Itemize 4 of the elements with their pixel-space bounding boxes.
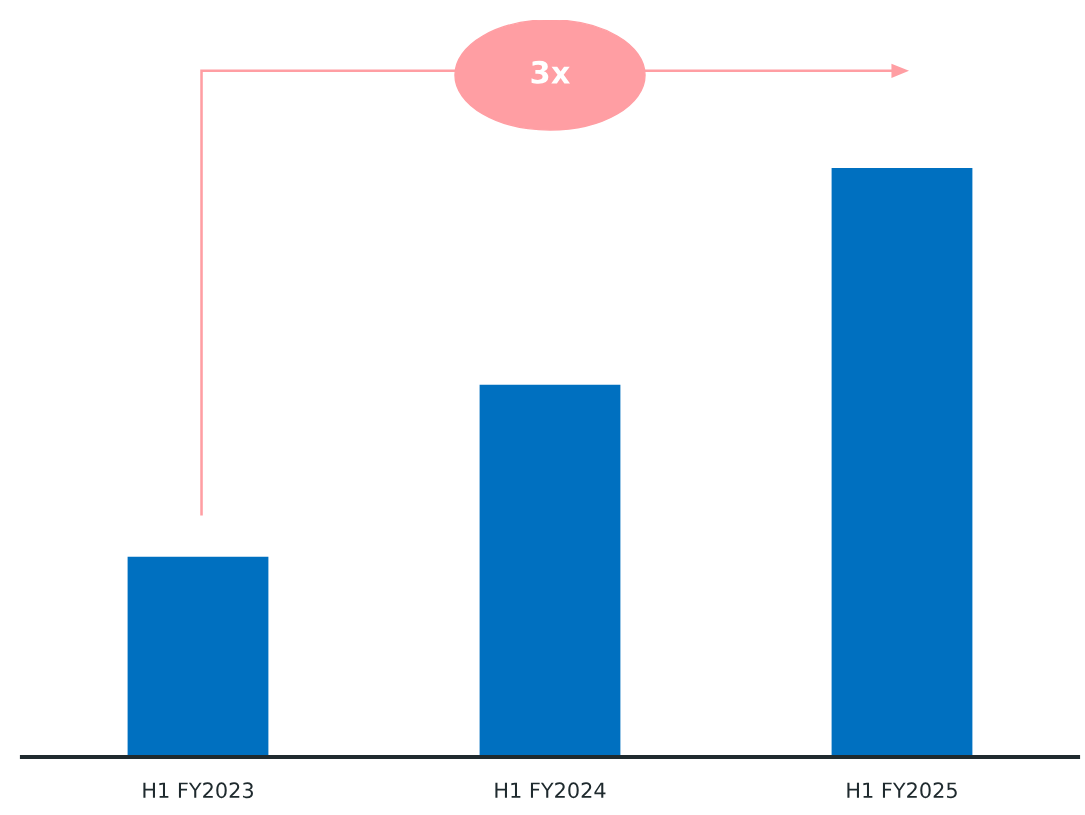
x-tick-label: H1 FY2025 — [847, 782, 957, 799]
x-tick-label: H1 FY2024 — [495, 782, 606, 799]
x-tick-label: H1 FY2023 — [143, 782, 253, 799]
text: 3x — [531, 60, 571, 84]
